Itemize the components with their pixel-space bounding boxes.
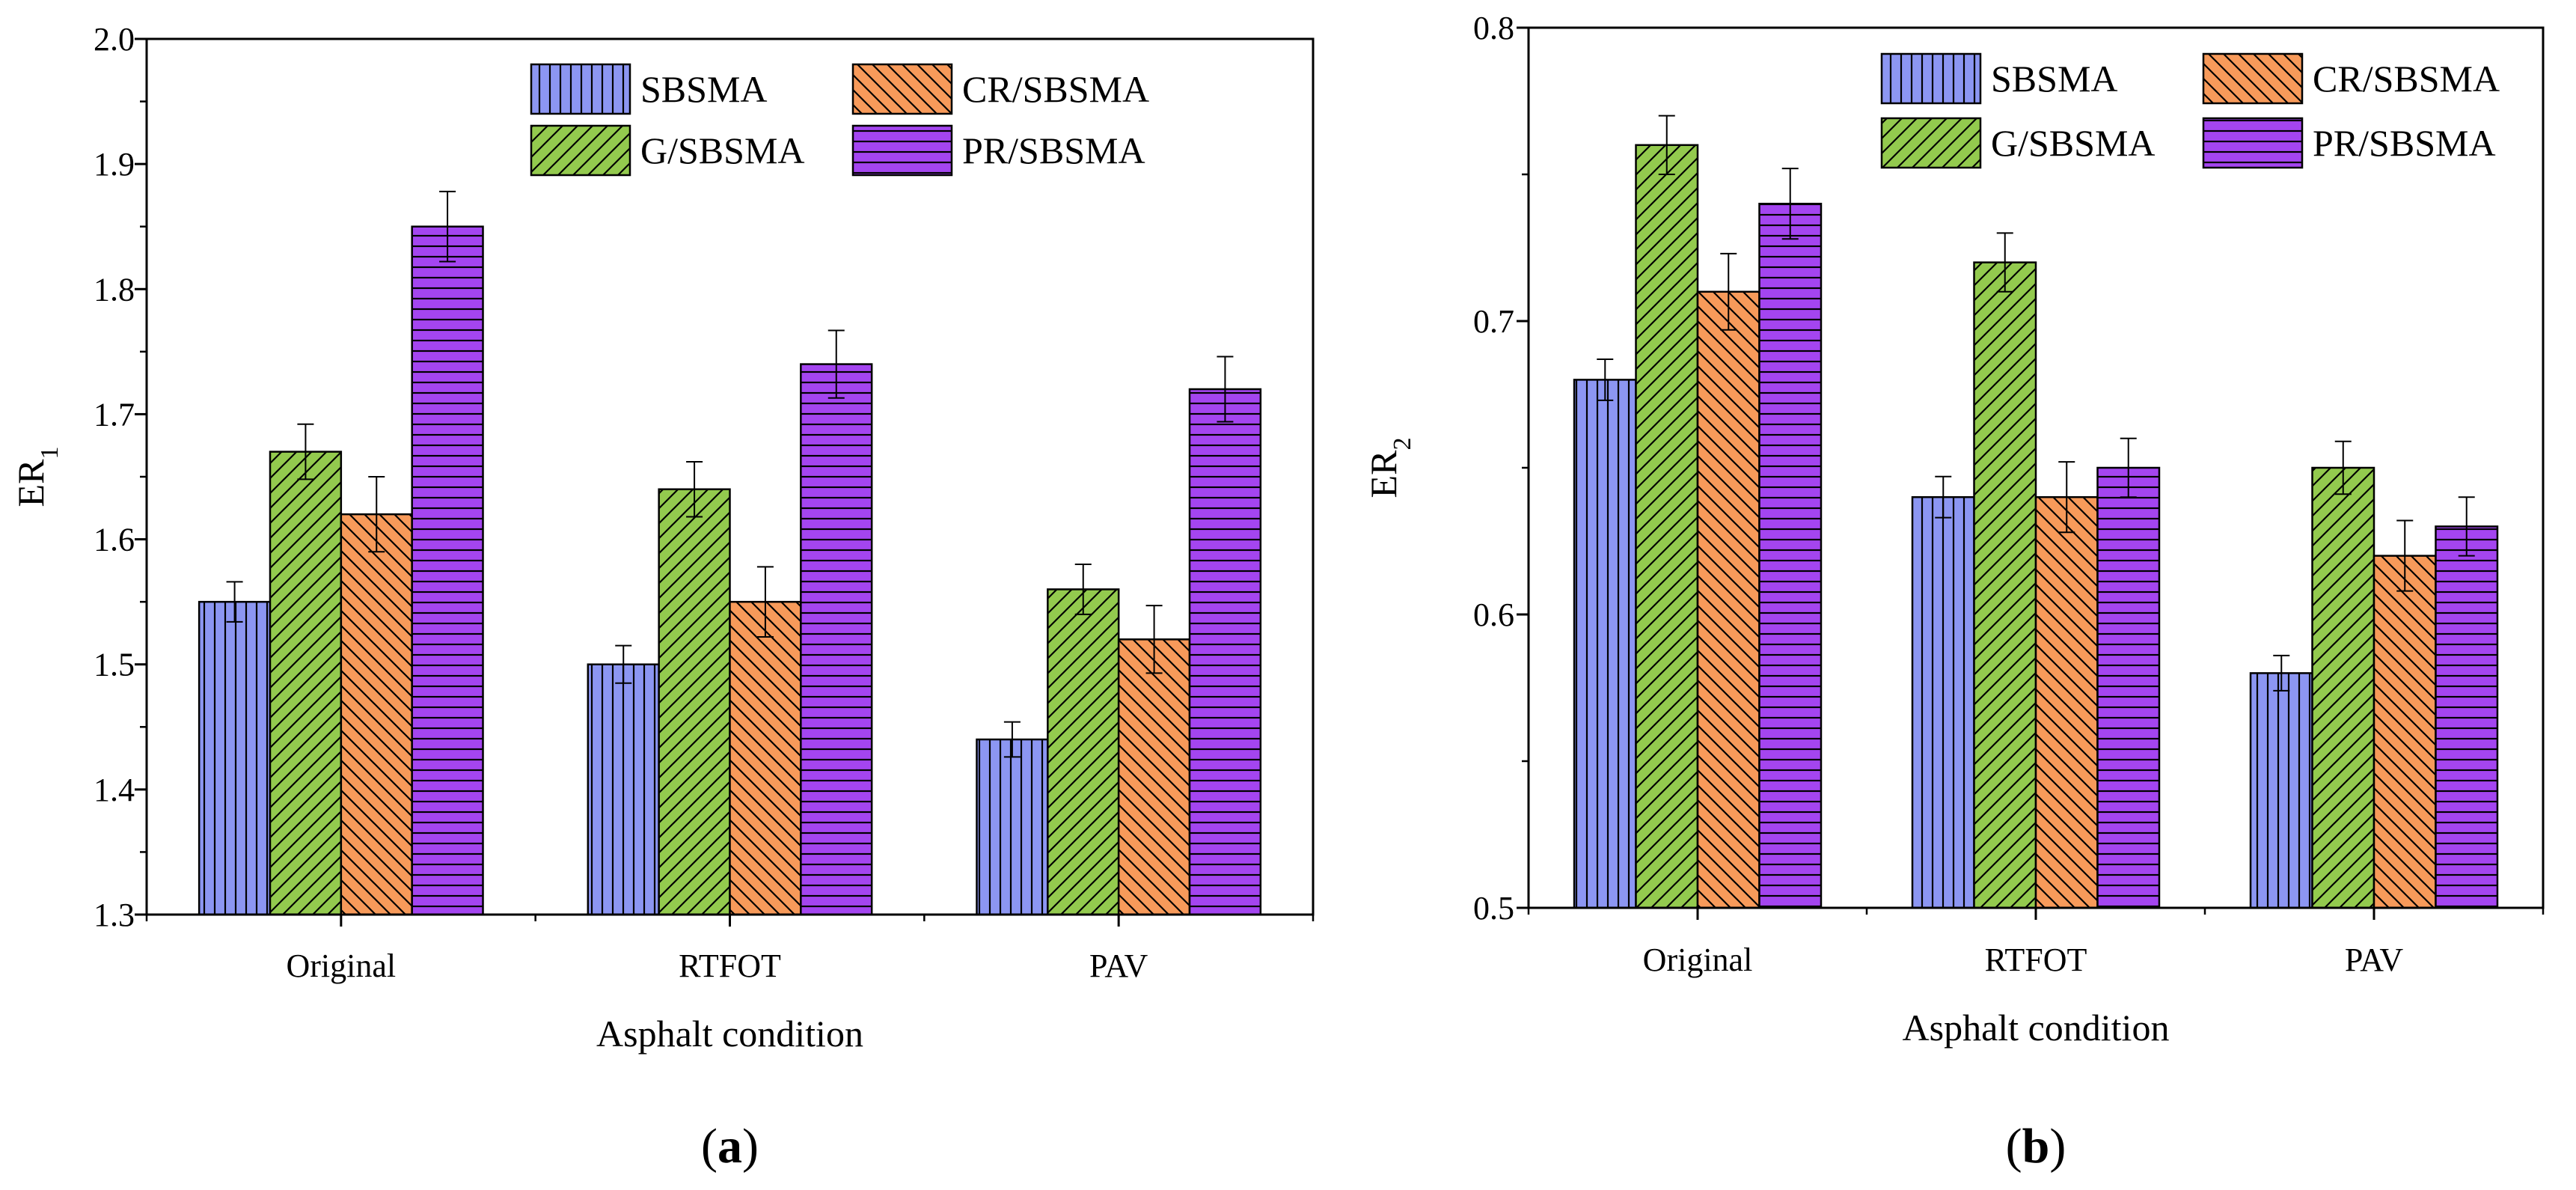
y-tick-label: 1.9 xyxy=(94,146,135,183)
y-axis-title: ER2 xyxy=(1362,438,1416,498)
bar-pav-g-sbsma xyxy=(1047,588,1120,916)
chart-panel-a: 1.3 1.4 1.5 1.6 1.7 1.8 1.9 2.0 Original RTFOT PAV… xyxy=(10,21,1315,1174)
x-axis-title: Asphalt condition xyxy=(1903,1007,2170,1049)
bar-rtfot-g-sbsma xyxy=(1973,261,2037,909)
bar-original-pr-sbsma xyxy=(411,225,484,916)
legend-swatch-sbsma xyxy=(530,63,631,115)
y-tick-label: 2.0 xyxy=(94,21,135,58)
y-axis-title: ER1 xyxy=(10,447,64,507)
panel-label-letter: a xyxy=(718,1119,742,1174)
bar-original-g-sbsma xyxy=(269,451,343,916)
bar-pav-cr-sbsma xyxy=(2372,555,2437,909)
chart-panel-b: 0.5 0.6 0.7 0.8 Original RTFOT PAV Asphalt cond… xyxy=(1362,10,2545,1174)
x-tick-label-rtfot: RTFOT xyxy=(679,948,781,984)
bar-original-sbsma xyxy=(198,600,272,916)
bar-pav-sbsma xyxy=(976,738,1049,916)
legend-label-g-sbsma: G/SBSMA xyxy=(1991,122,2156,164)
legend-swatch-g-sbsma xyxy=(530,124,631,177)
x-axis-title: Asphalt condition xyxy=(596,1013,863,1055)
bar-rtfot-sbsma xyxy=(587,663,660,916)
legend-swatch-g-sbsma xyxy=(1880,117,1982,169)
x-tick-label-original: Original xyxy=(1643,942,1753,978)
bar-rtfot-pr-sbsma xyxy=(800,363,873,916)
y-tick-label: 0.6 xyxy=(1473,596,1514,633)
legend-label-cr-sbsma: CR/SBSMA xyxy=(962,68,1149,110)
y-tick-label: 1.5 xyxy=(94,647,135,683)
bar-rtfot-pr-sbsma xyxy=(2096,466,2161,909)
bar-pav-g-sbsma xyxy=(2311,466,2375,909)
y-tick-label: 1.3 xyxy=(94,897,135,933)
bar-pav-pr-sbsma xyxy=(2435,525,2499,909)
panel-label-open: ( xyxy=(2006,1119,2022,1174)
legend-label-sbsma: SBSMA xyxy=(640,68,768,110)
legend-label-sbsma: SBSMA xyxy=(1991,58,2118,100)
x-tick-label-pav: PAV xyxy=(1089,948,1148,984)
y-tick-label: 0.8 xyxy=(1473,10,1514,46)
x-tick-label-original: Original xyxy=(287,948,397,984)
y-axis-title-main: ER xyxy=(10,459,52,507)
bar-original-sbsma xyxy=(1573,379,1637,909)
y-tick-label: 1.4 xyxy=(94,772,135,808)
legend-label-pr-sbsma: PR/SBSMA xyxy=(2313,122,2496,164)
legend-label-cr-sbsma: CR/SBSMA xyxy=(2313,58,2500,100)
y-axis-title-subscript: 1 xyxy=(36,447,64,460)
y-axis-title-main: ER xyxy=(1362,450,1404,498)
bar-original-cr-sbsma xyxy=(340,513,413,916)
y-tick-label: 0.5 xyxy=(1473,890,1514,927)
legend-swatch-sbsma xyxy=(1880,52,1982,105)
panel-label: (b) xyxy=(2006,1119,2066,1174)
y-tick-label: 1.8 xyxy=(94,271,135,308)
panel-label-close: ) xyxy=(2049,1119,2066,1174)
panel-label-letter: b xyxy=(2022,1119,2050,1174)
bar-pav-pr-sbsma xyxy=(1188,388,1262,916)
panel-label: (a) xyxy=(701,1119,759,1174)
legend-label-g-sbsma: G/SBSMA xyxy=(640,129,805,171)
bar-original-pr-sbsma xyxy=(1758,202,1823,909)
bar-rtfot-sbsma xyxy=(1911,495,1975,909)
panel-label-open: ( xyxy=(701,1119,718,1174)
bar-original-cr-sbsma xyxy=(1696,290,1760,909)
bar-original-g-sbsma xyxy=(1635,144,1699,909)
bar-pav-cr-sbsma xyxy=(1117,638,1191,916)
legend-swatch-cr-sbsma xyxy=(2202,52,2304,105)
legend-label-pr-sbsma: PR/SBSMA xyxy=(962,129,1145,171)
y-tick-label: 1.7 xyxy=(94,396,135,433)
bar-rtfot-cr-sbsma xyxy=(729,600,802,916)
y-tick-label: 1.6 xyxy=(94,522,135,558)
x-tick-label-rtfot: RTFOT xyxy=(1985,942,2087,978)
bar-rtfot-g-sbsma xyxy=(658,488,731,916)
y-tick-label: 0.7 xyxy=(1473,303,1514,340)
legend-swatch-pr-sbsma xyxy=(851,124,953,177)
panel-label-close: ) xyxy=(742,1119,759,1174)
y-axis-title-subscript: 2 xyxy=(1389,438,1416,451)
legend-swatch-pr-sbsma xyxy=(2202,117,2304,169)
legend-swatch-cr-sbsma xyxy=(851,63,953,115)
bar-rtfot-cr-sbsma xyxy=(2034,495,2099,909)
x-tick-label-pav: PAV xyxy=(2345,942,2404,978)
bar-pav-sbsma xyxy=(2249,672,2313,909)
